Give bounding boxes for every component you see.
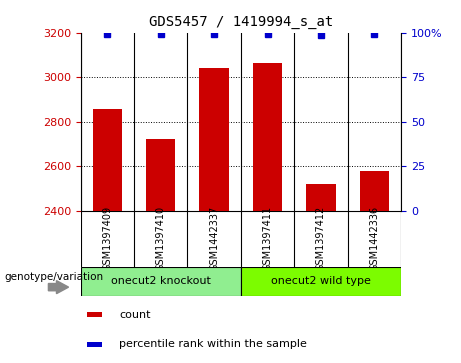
Bar — [253, 63, 282, 211]
Title: GDS5457 / 1419994_s_at: GDS5457 / 1419994_s_at — [149, 15, 333, 29]
FancyArrow shape — [48, 281, 69, 294]
Text: genotype/variation: genotype/variation — [4, 272, 103, 282]
Bar — [306, 184, 336, 211]
Text: count: count — [119, 310, 151, 320]
Text: percentile rank within the sample: percentile rank within the sample — [119, 339, 307, 349]
Text: GSM1442336: GSM1442336 — [369, 206, 379, 271]
Text: GSM1397411: GSM1397411 — [263, 206, 272, 271]
Bar — [81, 267, 241, 296]
Text: GSM1397412: GSM1397412 — [316, 206, 326, 271]
Bar — [87, 342, 102, 347]
Text: GSM1442337: GSM1442337 — [209, 206, 219, 271]
Text: GSM1397409: GSM1397409 — [102, 206, 112, 271]
Text: onecut2 knockout: onecut2 knockout — [111, 276, 211, 286]
Bar — [146, 139, 176, 211]
Bar — [200, 68, 229, 211]
Bar — [87, 312, 102, 317]
Bar — [241, 267, 401, 296]
Bar — [360, 171, 389, 211]
Bar — [93, 109, 122, 211]
Text: onecut2 wild type: onecut2 wild type — [271, 276, 371, 286]
Text: GSM1397410: GSM1397410 — [156, 206, 166, 271]
